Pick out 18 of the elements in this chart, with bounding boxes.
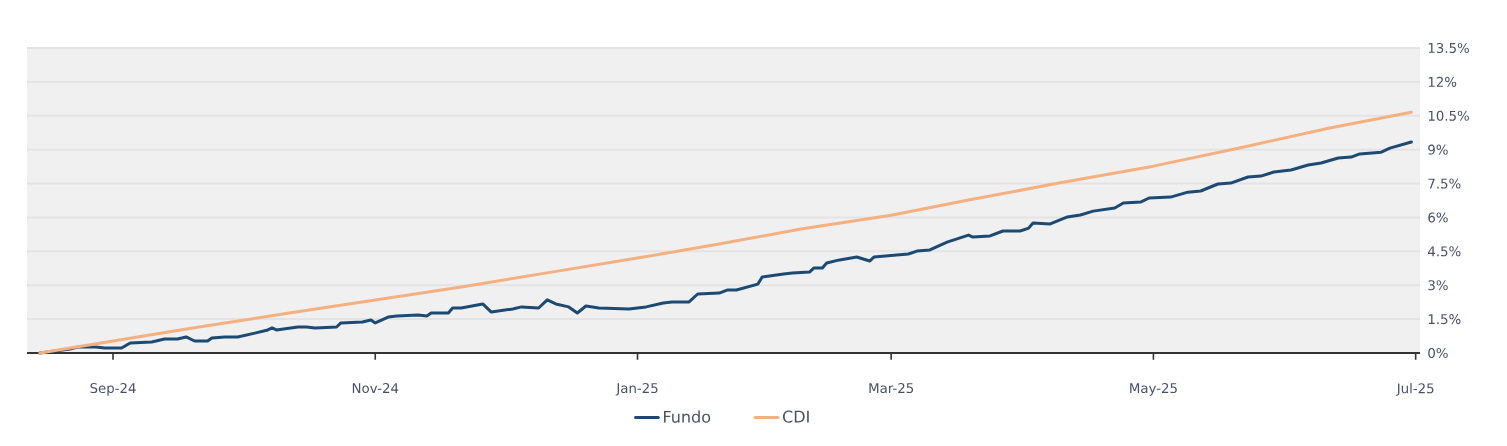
y-tick-label: 3% — [1428, 280, 1448, 291]
y-tick-label: 9% — [1428, 144, 1448, 155]
y-tick-label: 6% — [1428, 212, 1448, 223]
y-tick-label: 7.5% — [1428, 178, 1461, 189]
y-tick-label: 0% — [1428, 347, 1448, 359]
x-tick-label: May-25 — [1130, 383, 1177, 396]
y-tick-label: 4.5% — [1428, 246, 1461, 257]
x-tick-label: Jul-25 — [1396, 383, 1434, 396]
y-tick-label: 12% — [1428, 76, 1457, 87]
x-tick-label: Sep-24 — [90, 383, 136, 396]
legend-label: Fundo — [664, 410, 711, 423]
y-tick-label: 13.5% — [1428, 42, 1469, 54]
x-tick-label: Jan-25 — [615, 383, 658, 396]
y-tick-label: 10.5% — [1428, 110, 1469, 121]
legend-label: CDI — [782, 410, 809, 423]
x-tick-label: Nov-24 — [352, 383, 399, 394]
y-tick-label: 1.5% — [1428, 314, 1461, 325]
x-tick-label: Mar-25 — [869, 383, 914, 394]
